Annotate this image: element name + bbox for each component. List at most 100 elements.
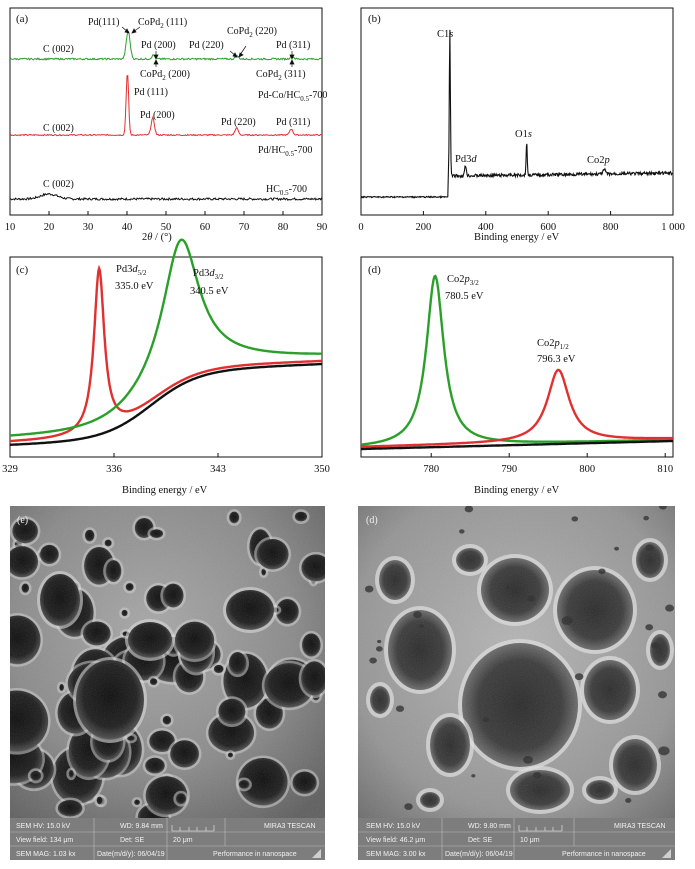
sem-e-det: Det: SE [120, 837, 144, 844]
xtick-label: 780 [423, 464, 439, 475]
xtick-label: 400 [478, 222, 494, 233]
sem-image-e-surface [10, 506, 325, 818]
sem-f-tagline: Performance in nanospace [562, 851, 646, 858]
anno-bot-c002: C (002) [43, 179, 74, 190]
xps-pd-series-line [10, 362, 322, 446]
xtick-label: 600 [540, 222, 556, 233]
xtick-label: 80 [278, 222, 289, 233]
sem-f-panel-label: (d) [366, 515, 378, 526]
xtick-label: 90 [317, 222, 328, 233]
peak-label-pd3d52: Pd3d5/2 [116, 264, 147, 277]
panel-c-frame [9, 256, 323, 458]
xtick-label: 800 [603, 222, 619, 233]
panel-c-label: (c) [16, 264, 29, 276]
panel-b-xticks: 0 200 400 600 800 1 000 [358, 211, 685, 233]
panel-b-xlabel: Binding energy / eV [474, 232, 560, 243]
panel-a-label: (a) [16, 13, 29, 25]
xtick-label: 810 [657, 464, 673, 475]
sem-f-brand: MIRA3 TESCAN [614, 823, 666, 830]
xtick-label: 20 [44, 222, 55, 233]
panel-a-series [9, 30, 323, 202]
xtick-label: 30 [83, 222, 94, 233]
sem-e-scale: 20 μm [173, 837, 193, 844]
sem-e-date: Date(m/d/y): 06/04/19 [97, 851, 165, 858]
xtick-label: 343 [210, 464, 226, 475]
xtick-label: 40 [122, 222, 133, 233]
anno-mid-pd311: Pd (311) [276, 117, 310, 128]
xtick-label: 1 000 [661, 222, 685, 233]
sem-f-mag: SEM MAG: 3.00 kx [366, 851, 426, 858]
sem-f-det: Det: SE [468, 837, 492, 844]
series-label-pdco: Pd-Co/HC0.5-700 [258, 90, 327, 103]
sem-e-tagline: Performance in nanospace [213, 851, 297, 858]
peak-label-co2p12: Co2p1/2 [537, 338, 569, 351]
xrd-series-line [9, 74, 322, 137]
xtick-label: 50 [161, 222, 172, 233]
sem-e-view: View field: 134 μm [16, 837, 73, 844]
sem-f-logo-icon [662, 849, 671, 858]
peak-label-pd3d32: Pd3d3/2 [193, 268, 224, 281]
peak-label-co2p: Co2p [587, 155, 610, 166]
xtick-label: 10 [5, 222, 16, 233]
panel-d-xlabel: Binding energy / eV [474, 485, 560, 496]
anno-top-pd311: Pd (311) [276, 40, 310, 51]
peak-value-pd3d32: 340.5 eV [190, 286, 229, 297]
sem-e-logo-icon [312, 849, 321, 858]
peak-label-pd3d: Pd3d [455, 154, 477, 165]
sem-e-info-bar: SEM HV: 15.0 kV WD: 9.84 mm MIRA3 TESCAN… [10, 818, 325, 860]
anno-mid-pd200: Pd (200) [140, 110, 175, 121]
panel-d-frame [360, 256, 674, 458]
anno-top-pd200: Pd (200) [141, 40, 176, 51]
anno-top-copd311: CoPd2 (311) [256, 69, 306, 82]
sem-f-wd: WD: 9.80 mm [468, 823, 511, 830]
peak-value-pd3d52: 335.0 eV [115, 281, 154, 292]
sem-e-hv: SEM HV: 15.0 kV [16, 823, 71, 830]
sem-f-info-bar: SEM HV: 15.0 kV WD: 9.80 mm MIRA3 TESCAN… [358, 818, 675, 860]
sem-image-f-surface [358, 506, 675, 818]
series-label-pd: Pd/HC0.5-700 [258, 145, 312, 158]
panel-b-frame [360, 7, 674, 216]
xtick-label: 790 [501, 464, 517, 475]
panel-a-xlabel: 2θ / (°) [142, 232, 172, 243]
xps-co-series-line [361, 439, 673, 451]
panel-c-series [10, 238, 323, 446]
sem-e-scale-bar [171, 825, 215, 832]
panel-a-xrd: (a) 10 20 30 40 50 60 70 80 90 Pd-Co/HC0.5-700 P… [5, 7, 328, 243]
peak-label-co2p32: Co2p3/2 [447, 274, 479, 287]
xtick-label: 200 [416, 222, 432, 233]
anno-mid-c002: C (002) [43, 123, 74, 134]
xps-pd-series-line [10, 238, 322, 437]
peak-value-co2p12: 796.3 eV [537, 354, 576, 365]
sem-e-mag: SEM MAG: 1.03 kx [16, 851, 76, 858]
peak-label-o1s: O1s [515, 129, 532, 140]
panel-c-xticks: 329 336 343 350 [2, 453, 330, 475]
xtick-label: 800 [579, 464, 595, 475]
xtick-label: 0 [358, 222, 363, 233]
sem-f-hv: SEM HV: 15.0 kV [366, 823, 421, 830]
sem-image-e: (e) SEM HV: 15.0 kV WD: 9.84 mm MIRA3 TE… [10, 506, 325, 860]
peak-value-co2p32: 780.5 eV [445, 291, 484, 302]
sem-f-scale-bar [518, 825, 563, 832]
anno-top-copd200: CoPd2 (200) [140, 69, 190, 82]
panel-d-co2p: (d) 780 790 800 810 Co2p3/2 780.5 eV Co2p1/… [360, 256, 674, 496]
xtick-label: 336 [106, 464, 122, 475]
anno-mid-pd220: Pd (220) [221, 117, 256, 128]
sem-image-f: (d) SEM HV: 15.0 kV WD: 9.80 mm MIRA3 TE… [358, 506, 675, 860]
xtick-label: 350 [314, 464, 330, 475]
panel-d-series [360, 274, 674, 451]
anno-top-pd111: Pd(111) [88, 17, 119, 28]
sem-e-brand: MIRA3 TESCAN [264, 823, 316, 830]
xps-co-series-line [360, 274, 673, 446]
panel-c-pd3d: (c) 329 336 343 350 Pd3d5/2 335.0 eV Pd3d3/… [2, 238, 330, 496]
anno-top-copd220: CoPd2 (220) [227, 26, 277, 39]
anno-top-c002: C (002) [43, 44, 74, 55]
sem-f-date: Date(m/d/y): 06/04/19 [445, 851, 513, 858]
sem-f-view: View field: 46.2 μm [366, 837, 425, 844]
sem-e-wd: WD: 9.84 mm [120, 823, 163, 830]
anno-top-copd111: CoPd2 (111) [138, 17, 187, 30]
xtick-label: 60 [200, 222, 211, 233]
sem-f-scale: 10 μm [520, 837, 540, 844]
xps-pd-series-line [10, 264, 323, 443]
anno-mid-pd111: Pd (111) [134, 87, 168, 98]
